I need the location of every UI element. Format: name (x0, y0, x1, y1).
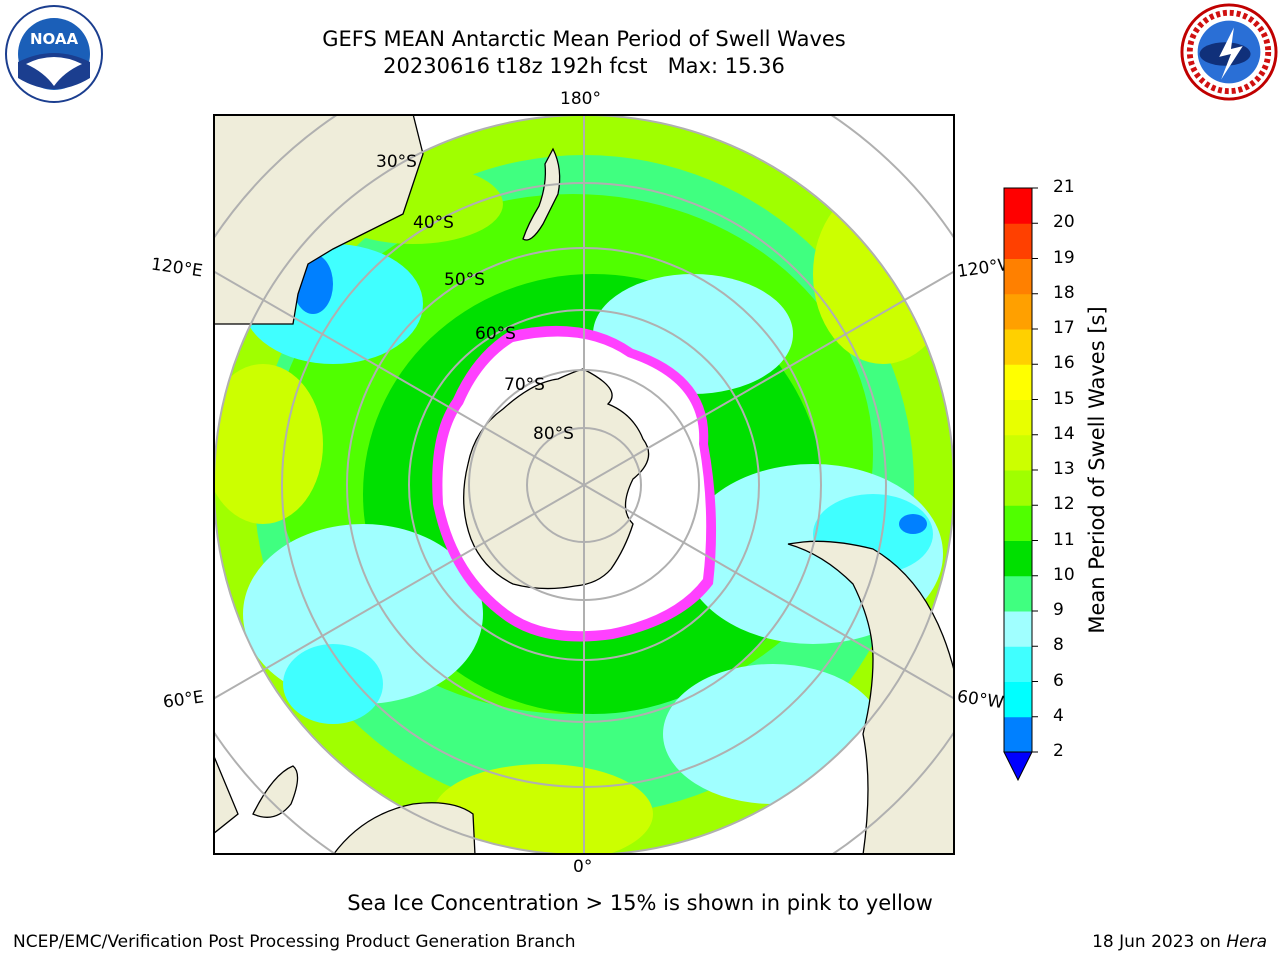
colorbar-bin (1004, 293, 1032, 330)
colorbar-extend-arrow (1003, 751, 1033, 782)
lat-label-60s: 60°S (475, 324, 516, 344)
lon-label-120e: 120°E (149, 254, 204, 282)
map-panel (213, 114, 955, 855)
africa (332, 802, 476, 855)
colorbar-tick-label: 2 (1053, 741, 1064, 761)
colorbar (1003, 187, 1038, 782)
africa-west-edge (213, 753, 239, 835)
colorbar-label: Mean Period of Swell Waves [s] (1085, 306, 1109, 634)
footer-date: 18 Jun 2023 on Hera (1092, 932, 1267, 952)
colorbar-tick-label: 16 (1053, 353, 1075, 374)
colorbar-bin (1004, 611, 1032, 647)
colorbar-bin (1004, 258, 1032, 295)
colorbar-bin (1004, 470, 1032, 506)
colorbar-tick-label: 4 (1053, 705, 1064, 726)
colorbar-tick-label: 19 (1053, 247, 1075, 268)
sea-ice-note: Sea Ice Concentration > 15% is shown in … (347, 891, 933, 915)
colorbar-bin (1004, 188, 1032, 224)
lat-label-70s: 70°S (504, 375, 545, 395)
colorbar-tick-label: 8 (1053, 635, 1064, 656)
lat-label-30s: 30°S (376, 152, 417, 172)
colorbar-tick-label: 18 (1053, 282, 1075, 303)
colorbar-tick-label: 11 (1053, 529, 1075, 550)
colorbar-bin (1004, 434, 1032, 471)
colorbar-tick-label: 13 (1053, 459, 1075, 479)
colorbar-bin (1004, 399, 1032, 436)
colorbar-tick-label: 21 (1053, 177, 1075, 197)
colorbar-tick-label: 15 (1053, 388, 1075, 409)
lon-label-0: 0° (573, 857, 593, 877)
svg-text:NOAA: NOAA (30, 30, 79, 48)
footer-host: Hera (1226, 932, 1267, 952)
colorbar-bin (1004, 364, 1032, 400)
colorbar-bin (1004, 223, 1032, 259)
lat-label-40s: 40°S (413, 213, 454, 233)
colorbar-bin (1004, 505, 1032, 541)
nws-logo (1180, 3, 1278, 101)
australia (213, 114, 424, 325)
madagascar (252, 765, 299, 818)
colorbar-tick-label: 12 (1053, 494, 1075, 515)
colorbar-tick-label: 17 (1053, 318, 1075, 338)
colorbar-bin (1004, 329, 1032, 365)
noaa-logo: NOAA (5, 5, 103, 103)
colorbar-bin (1004, 540, 1032, 577)
antarctica (463, 368, 650, 590)
colorbar-bin (1004, 716, 1032, 753)
lat-label-80s: 80°S (533, 424, 574, 444)
colorbar-tick-label: 6 (1053, 670, 1064, 691)
lon-label-60e: 60°E (161, 687, 206, 713)
new-zealand (522, 147, 561, 241)
colorbar-tick-label: 10 (1053, 564, 1075, 585)
colorbar-bin (1004, 681, 1032, 718)
south-america (787, 540, 955, 855)
map-subtitle: 20230616 t18z 192h fcst Max: 15.36 (383, 54, 785, 78)
footer-date-text: 18 Jun 2023 on (1092, 932, 1227, 952)
colorbar-tick-label: 9 (1053, 600, 1064, 620)
colorbar-tick-label: 14 (1053, 423, 1075, 444)
lat-label-50s: 50°S (444, 270, 485, 290)
map-title: GEFS MEAN Antarctic Mean Period of Swell… (322, 27, 846, 51)
colorbar-bin (1004, 646, 1032, 682)
lon-label-180: 180° (560, 89, 601, 109)
colorbar-tick-label: 20 (1053, 212, 1075, 233)
colorbar-bin (1004, 575, 1032, 612)
footer-credit: NCEP/EMC/Verification Post Processing Pr… (13, 932, 576, 952)
